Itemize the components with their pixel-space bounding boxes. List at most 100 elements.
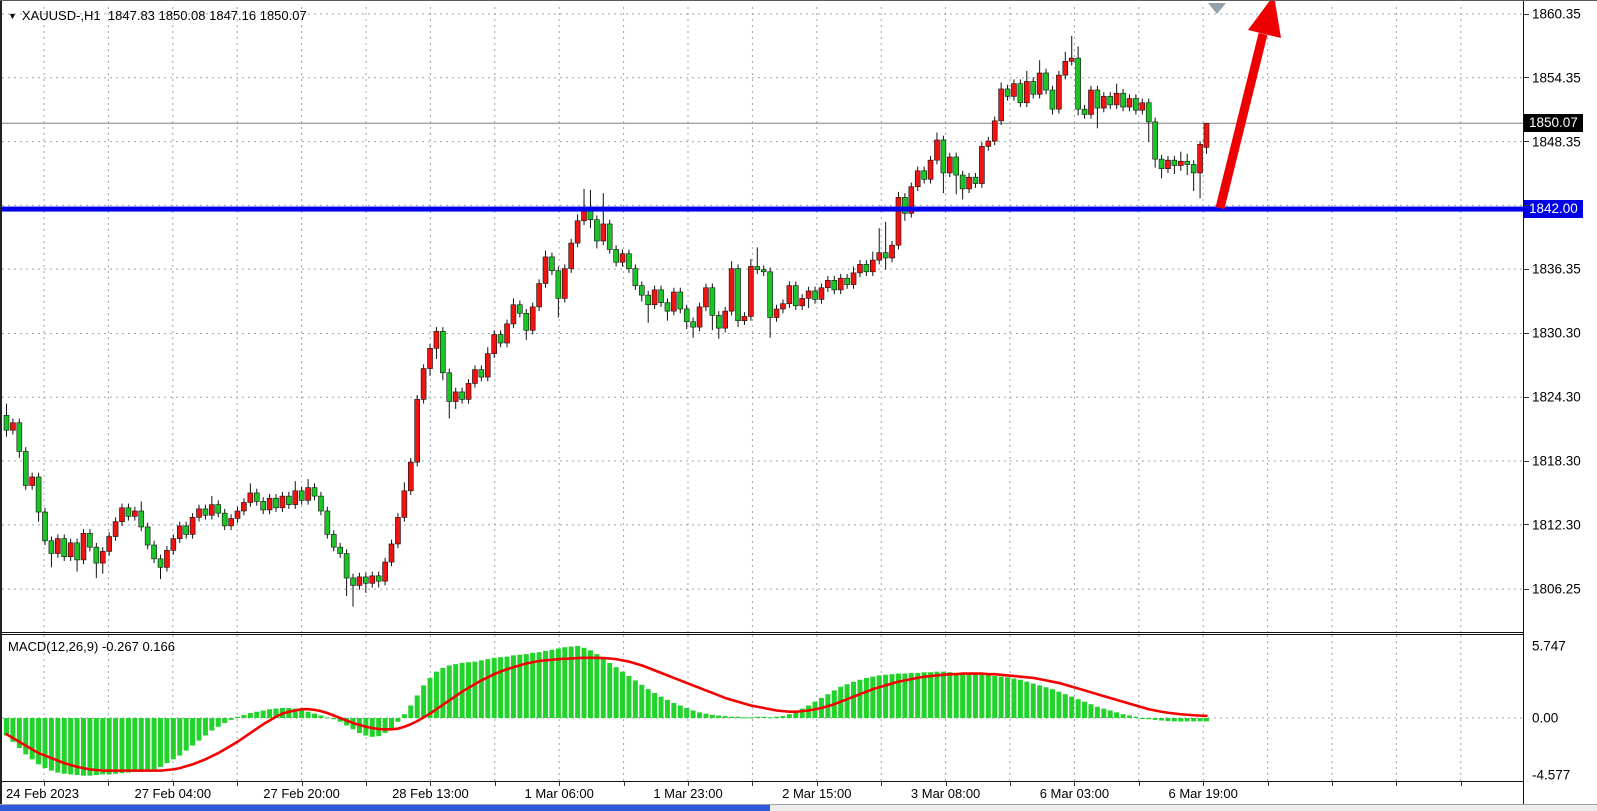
candle-body [48, 540, 55, 554]
macd-histogram-bar [1094, 706, 1100, 718]
candle-body [1152, 121, 1158, 160]
pane-separator[interactable] [2, 632, 1523, 635]
macd-indicator-pane[interactable] [2, 635, 1523, 781]
macd-histogram-bar [587, 650, 593, 718]
candle-body [671, 291, 677, 312]
macd-histogram-bar [1005, 677, 1011, 718]
macd-histogram-bar [915, 672, 921, 718]
candle-body [946, 156, 953, 174]
time-axis[interactable]: 24 Feb 2023 27 Feb 04:00 27 Feb 20:00 28 Fe… [2, 782, 1523, 804]
macd-histogram-bar [722, 716, 728, 718]
candle-body [3, 415, 10, 431]
macd-histogram-bar [517, 654, 523, 718]
macd-histogram-bar [1062, 694, 1068, 718]
bullish-arrow-shaft[interactable] [1215, 32, 1268, 210]
macd-histogram-bar [1088, 704, 1094, 718]
macd-histogram-bar [947, 672, 953, 718]
candle-body [286, 495, 292, 505]
macd-pane-border [2, 781, 1523, 782]
macd-histogram-bar [1082, 701, 1088, 718]
macd-histogram-bar [113, 718, 119, 774]
candle-body [818, 287, 825, 300]
macd-histogram-bar [389, 718, 395, 729]
candle-body [266, 497, 273, 511]
candle-body [504, 323, 510, 344]
macd-histogram-bar [312, 713, 318, 718]
macd-histogram-bar [93, 718, 99, 776]
time-tick [1010, 782, 1011, 786]
price-axis-label: 1854.35 [1532, 70, 1581, 86]
macd-histogram-bar [921, 672, 927, 718]
candle-body [857, 264, 863, 274]
candle-body [876, 252, 883, 261]
macd-histogram-bar [1024, 681, 1030, 718]
price-tick [1524, 332, 1529, 334]
candle-body [510, 304, 517, 325]
symbol-dropdown-icon[interactable]: ▼ [8, 11, 17, 21]
candle-body [902, 197, 908, 214]
candle-body [844, 277, 850, 285]
macd-histogram-bar [254, 711, 260, 718]
macd-histogram-bar [241, 714, 247, 718]
macd-histogram-bar [1043, 687, 1049, 718]
candle-body [529, 306, 536, 331]
price-axis-label: 1818.30 [1532, 453, 1581, 469]
time-axis-label: 3 Mar 08:00 [910, 786, 981, 801]
time-tick [172, 782, 174, 786]
macd-histogram-bar [767, 717, 773, 719]
candle-body [869, 259, 876, 273]
macd-histogram-bar [68, 718, 74, 775]
candle-body [1203, 122, 1210, 148]
window-bottom-edge [0, 804, 1597, 811]
time-tick [1267, 782, 1269, 786]
candle-body [709, 287, 716, 316]
macd-histogram-bar [549, 649, 555, 718]
price-tick [1524, 396, 1529, 398]
candle-body [972, 176, 979, 184]
macd-axis-label: -4.577 [1532, 767, 1571, 783]
bullish-arrow-head[interactable] [1248, 1, 1281, 38]
price-axis[interactable]: 1850.07 1842.00 1860.35 1854.35 1848.35 183… [1523, 1, 1597, 804]
macd-histogram-bar [1203, 718, 1209, 722]
macd-histogram-bar [934, 671, 940, 718]
time-tick [366, 782, 367, 786]
time-axis-label: 2 Mar 15:00 [782, 786, 852, 801]
time-tick [494, 782, 496, 786]
price-axis-label: 1812.30 [1532, 517, 1581, 533]
candle-body [934, 139, 940, 161]
price-tick [1524, 77, 1529, 79]
candle-body [889, 244, 895, 259]
macd-histogram-bar [158, 718, 164, 767]
candle-body [350, 577, 356, 586]
macd-histogram-bar [485, 659, 491, 718]
scroll-to-end-marker-icon[interactable] [1208, 3, 1226, 14]
time-tick [44, 782, 45, 786]
candle-body [542, 256, 549, 284]
macd-histogram-bar [536, 652, 542, 718]
macd-histogram-bar [183, 718, 189, 751]
candle-body [196, 508, 202, 518]
candle-body [478, 369, 485, 378]
time-tick [881, 782, 883, 786]
macd-histogram-bar [1049, 689, 1055, 718]
support-line-1842[interactable] [2, 206, 1523, 212]
candle-body [850, 272, 857, 285]
macd-histogram-bar [125, 718, 131, 773]
macd-histogram-bar [844, 684, 850, 718]
macd-histogram-bar [613, 667, 619, 718]
candle-body [80, 533, 87, 561]
price-tick [1524, 588, 1529, 590]
price-chart-pane[interactable] [2, 1, 1523, 632]
macd-histogram-bar [446, 665, 452, 718]
macd-histogram-bar [100, 718, 106, 775]
macd-histogram-bar [292, 708, 298, 718]
candle-body [318, 495, 324, 512]
candle-body [311, 487, 318, 497]
macd-histogram-bar [1056, 691, 1062, 718]
candle-body [1171, 159, 1178, 166]
macd-histogram-bar [4, 718, 9, 736]
candle-body [722, 310, 729, 329]
time-tick [1396, 782, 1398, 786]
candle-body [459, 391, 465, 400]
time-tick [1203, 782, 1205, 786]
